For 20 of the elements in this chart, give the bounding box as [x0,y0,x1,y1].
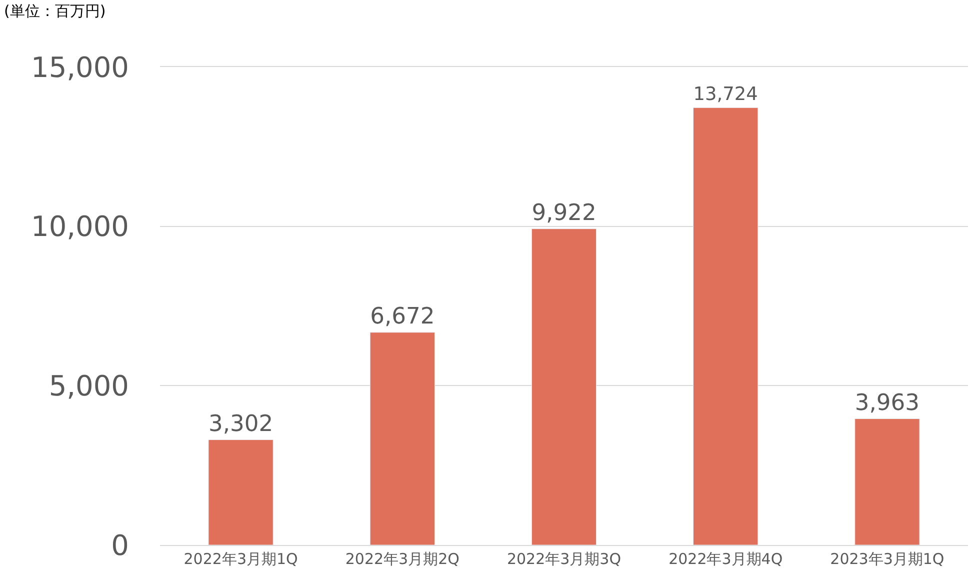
x-tick-label: 2023年3月期1Q [830,550,944,568]
x-tick-label: 2022年3月期1Q [184,550,298,568]
bar [208,440,274,545]
y-tick-label: 10,000 [31,210,129,244]
data-label: 3,963 [854,390,920,416]
bar [693,107,758,545]
x-tick-label: 2022年3月期2Q [345,550,460,568]
bar [370,332,435,545]
x-tick-label: 2022年3月期4Q [668,550,783,568]
x-tick-label: 2022年3月期3Q [506,550,622,568]
y-tick-label: 0 [111,528,129,562]
data-label: 3,302 [208,411,274,438]
data-label: 6,672 [370,304,435,330]
y-axis-title: (単位：百万円) [4,2,106,20]
y-tick-label: 15,000 [31,50,129,84]
y-tick-label: 5,000 [48,369,129,402]
bar [531,228,597,545]
data-label: 9,922 [532,200,596,226]
data-label: 13,724 [693,84,758,106]
bar [854,418,920,545]
